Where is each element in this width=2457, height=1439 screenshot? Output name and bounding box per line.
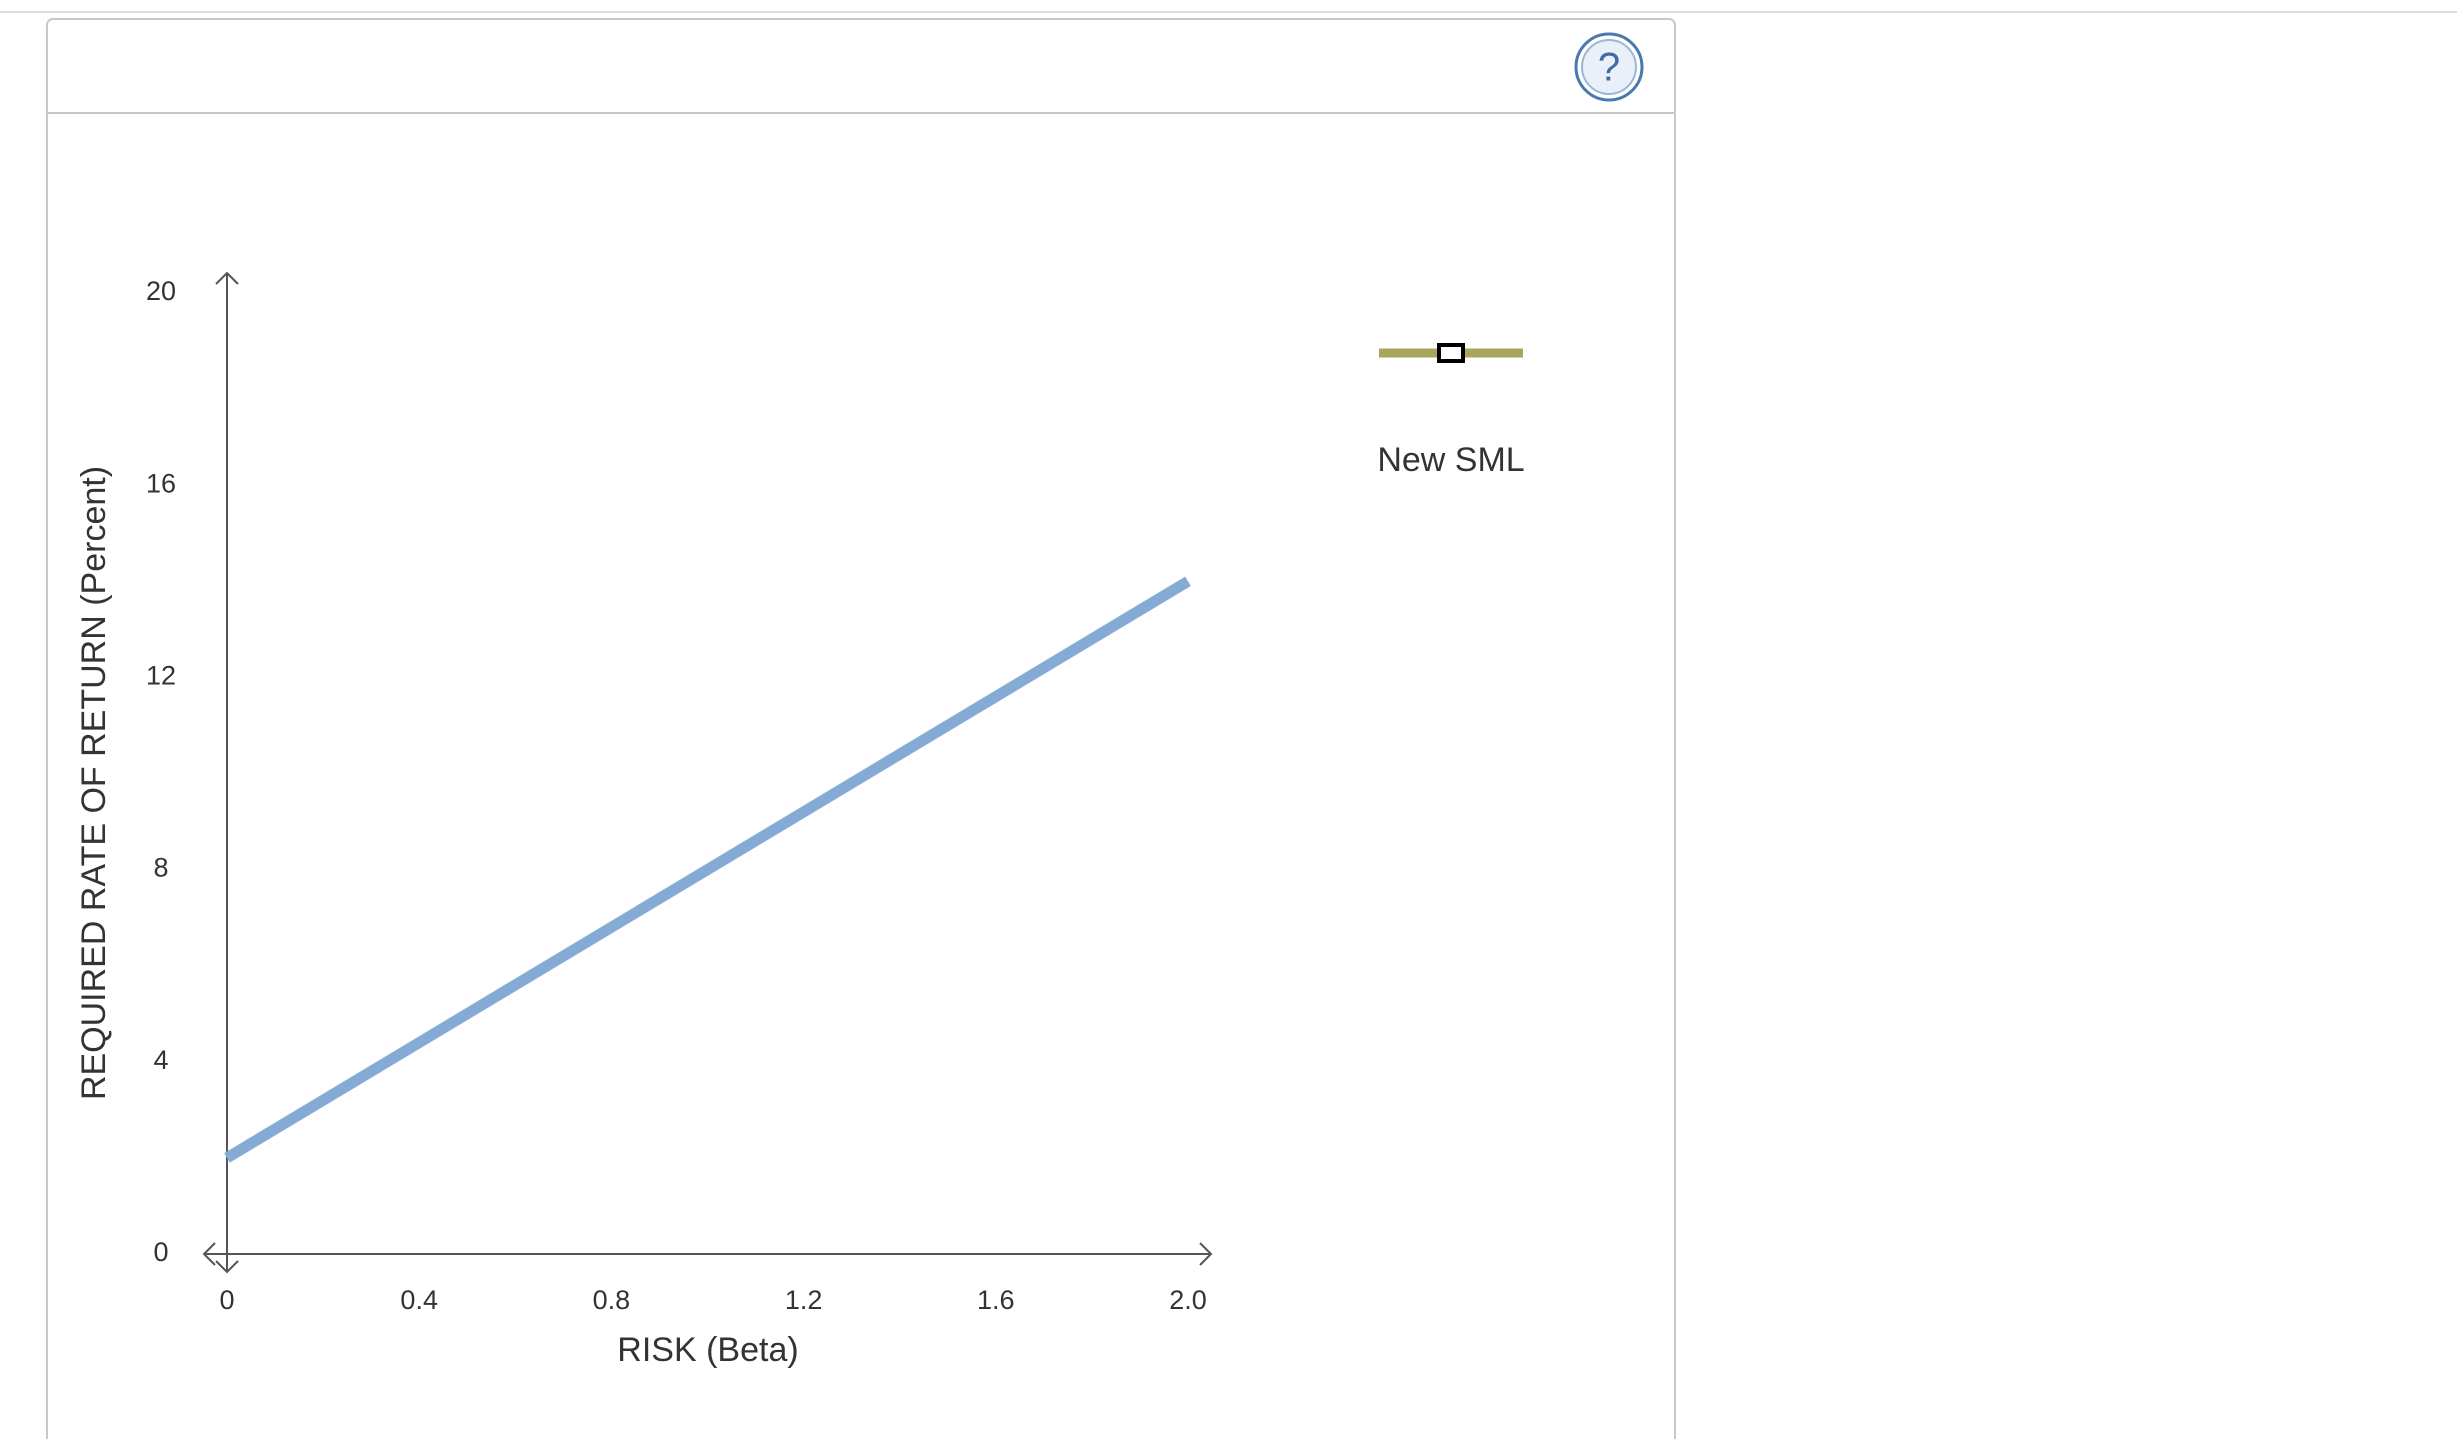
y-arrow-down xyxy=(215,1260,239,1274)
x-tick-label: 1.2 xyxy=(785,1285,823,1315)
y-tick-label: 12 xyxy=(146,661,176,691)
help-text[interactable]: ? xyxy=(1598,46,1620,90)
x-tick-label: 0.4 xyxy=(400,1285,438,1315)
legend-tool[interactable]: New SML xyxy=(1377,343,1525,479)
panel xyxy=(46,18,1676,1439)
x-arrow-left xyxy=(202,1242,216,1266)
x-tick-label: 0.8 xyxy=(593,1285,631,1315)
y-axis-title: REQUIRED RATE OF RETURN (Percent) xyxy=(75,466,113,1100)
legend-tool-handle[interactable] xyxy=(1437,343,1465,363)
help-inner[interactable] xyxy=(1581,39,1637,95)
help-button[interactable]: ? xyxy=(1574,32,1644,102)
x-arrow-right xyxy=(1199,1242,1213,1266)
y-tick-label: 4 xyxy=(153,1045,168,1075)
y-tick-label: 16 xyxy=(146,468,176,498)
y-tick-label: 8 xyxy=(153,853,168,883)
x-tick-label: 2.0 xyxy=(1169,1285,1207,1315)
x-tick-label: 0 xyxy=(219,1285,234,1315)
legend-tool-label[interactable]: New SML xyxy=(1377,441,1524,479)
series-line xyxy=(224,576,1191,1163)
x-axis-title: RISK (Beta) xyxy=(617,1331,798,1369)
y-tick-label: 0 xyxy=(153,1237,168,1267)
y-arrow-up xyxy=(215,271,239,285)
x-tick-label: 1.6 xyxy=(977,1285,1015,1315)
y-tick-label: 20 xyxy=(146,276,176,306)
